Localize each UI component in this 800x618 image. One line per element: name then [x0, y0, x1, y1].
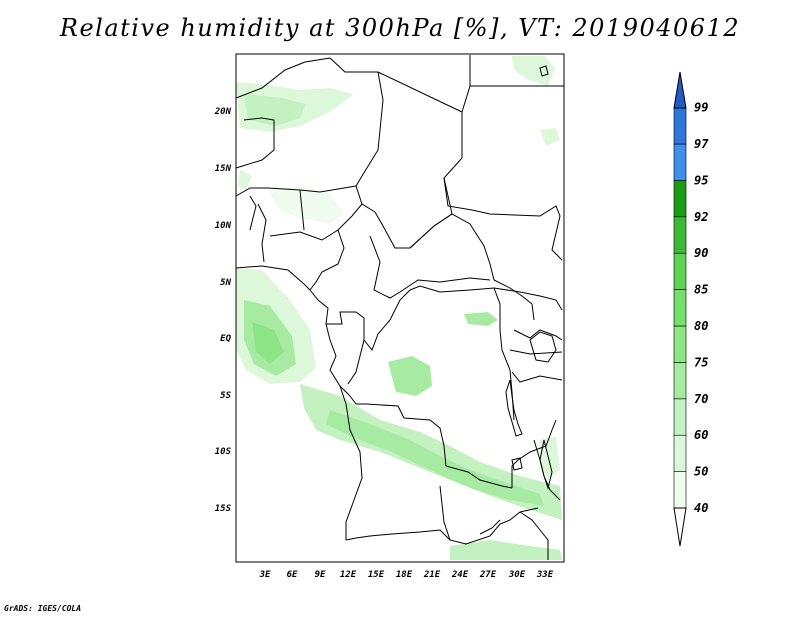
lake-ne: [539, 65, 549, 77]
lon-label-3e: 3E: [259, 570, 271, 580]
colorbar-bottom-arrow: [673, 507, 687, 547]
lake-victoria: [529, 331, 557, 363]
colorbar-cell-40: [673, 471, 687, 509]
lon-label-21e: 21E: [423, 570, 441, 580]
colorbar-label-50: 50: [694, 465, 708, 479]
humidity-area-nigeria: [268, 186, 344, 224]
colorbar-label-97: 97: [694, 137, 709, 151]
humidity-area-ne: [512, 56, 555, 86]
lon-label-15e: 15E: [368, 570, 385, 580]
colorbar-cell-60: [673, 398, 687, 436]
lat-label-5s: 5S: [220, 391, 231, 401]
colorbar-label-60: 60: [694, 428, 708, 442]
colorbar-cell-95: [673, 143, 687, 181]
humidity-area-gulf-core: [252, 322, 284, 364]
humidity-area-south: [450, 540, 562, 560]
lat-label-15n: 15N: [215, 164, 232, 174]
humidity-area-ne-2: [540, 128, 560, 146]
colorbar-cell-85: [673, 252, 687, 290]
humidity-area-band-core: [326, 410, 544, 506]
humidity-area-congo-center: [388, 356, 432, 396]
lon-label-6e: 6E: [287, 570, 298, 580]
colorbar-cell-92: [673, 180, 687, 218]
map-frame: [235, 53, 565, 563]
lat-label-10s: 10S: [215, 447, 232, 457]
country-borders: [235, 55, 564, 560]
map-title: Relative humidity at 300hPa [%], VT: 201…: [59, 14, 741, 42]
colorbar-label-75: 75: [694, 355, 708, 369]
lakes: [505, 65, 557, 490]
humidity-shading: [236, 56, 562, 560]
colorbar-label-85: 85: [694, 283, 708, 297]
colorbar-label-90: 90: [694, 246, 708, 260]
lat-label-10n: 10N: [215, 221, 232, 231]
lake-malawi: [539, 439, 553, 490]
grads-credit: GrADS: IGES/COLA: [4, 604, 82, 613]
colorbar-cell-50: [673, 434, 687, 472]
lon-label-12e: 12E: [340, 570, 357, 580]
colorbar-cell-70: [673, 362, 687, 400]
colorbar-label-92: 92: [694, 210, 708, 224]
humidity-area-west-small: [238, 170, 252, 190]
colorbar-label-99: 99: [694, 101, 708, 115]
colorbar-cell-90: [673, 216, 687, 254]
colorbar: 40 50 60 70 75 80 85 90 92 95 97 99: [673, 71, 709, 547]
lat-label-5n: 5N: [220, 278, 231, 288]
colorbar-cell-80: [673, 289, 687, 327]
humidity-area-drc-north: [464, 312, 498, 326]
lon-label-27e: 27E: [479, 570, 497, 580]
colorbar-label-95: 95: [694, 173, 708, 187]
lat-label-20n: 20N: [214, 107, 232, 117]
longitude-axis: 3E 6E 9E 12E 15E 18E 21E 24E 27E 30E 33E: [259, 570, 554, 580]
lat-label-15s: 15S: [215, 504, 232, 514]
lake-tanganyika: [505, 379, 523, 437]
colorbar-label-80: 80: [694, 319, 708, 333]
lon-label-24e: 24E: [451, 570, 469, 580]
lake-mweru: [511, 457, 523, 471]
colorbar-label-40: 40: [694, 501, 708, 515]
colorbar-label-70: 70: [694, 392, 708, 406]
colorbar-cell-97: [673, 107, 687, 145]
colorbar-top-arrow: [673, 71, 687, 109]
lat-label-eq: EQ: [220, 334, 231, 344]
lon-label-9e: 9E: [315, 570, 326, 580]
lon-label-33e: 33E: [536, 570, 554, 580]
lon-label-30e: 30E: [508, 570, 526, 580]
lon-label-18e: 18E: [396, 570, 413, 580]
humidity-area-east-lake: [540, 436, 560, 480]
colorbar-cell-75: [673, 325, 687, 363]
latitude-axis: 20N 15N 10N 5N EQ 5S 10S 15S: [214, 107, 232, 514]
